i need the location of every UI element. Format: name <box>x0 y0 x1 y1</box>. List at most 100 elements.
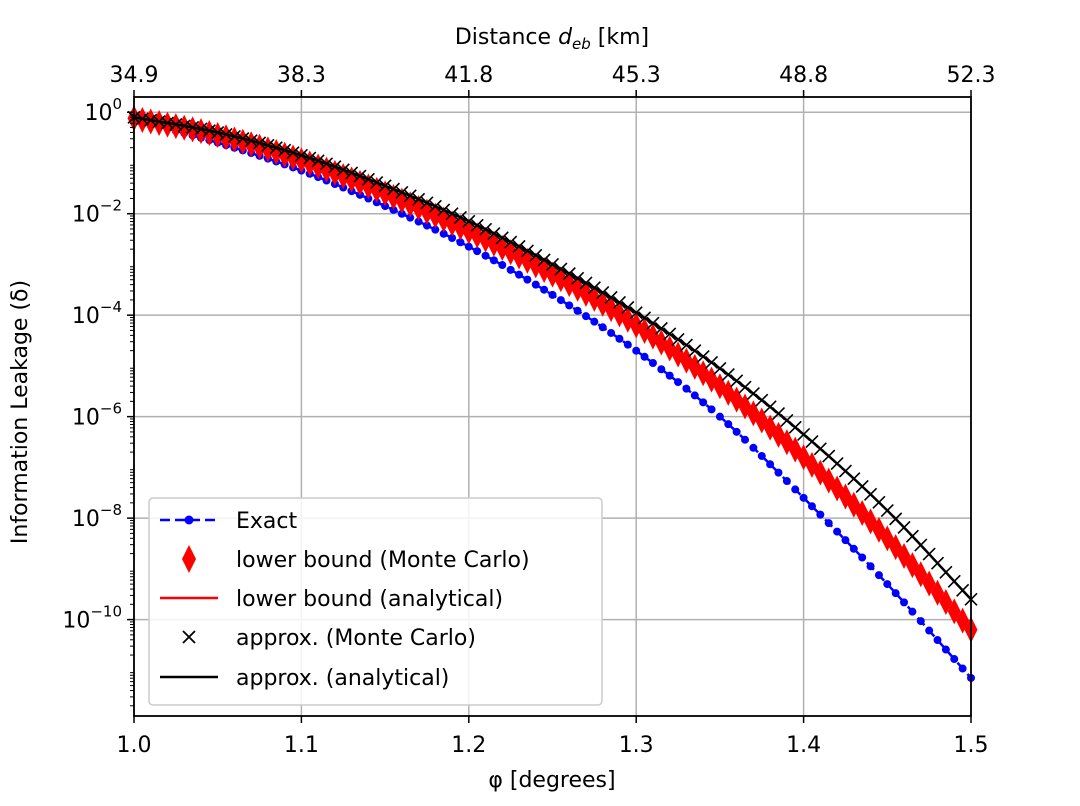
data-point <box>406 213 415 222</box>
data-point <box>741 435 750 444</box>
data-point <box>548 290 557 299</box>
data-point <box>782 477 791 486</box>
data-point <box>682 384 691 393</box>
x-axis-label: φ [degrees] <box>488 768 615 793</box>
legend-exact-label: Exact <box>236 509 297 534</box>
x2-tick-label: 45.3 <box>612 63 661 88</box>
legend-lower-bound-mc-marker <box>182 545 196 573</box>
x-tick-label: 1.2 <box>451 733 486 758</box>
data-point <box>448 233 457 242</box>
data-point <box>498 261 507 270</box>
data-point <box>540 285 549 294</box>
legend: Exact lower bound (Monte Carlo) lower bo… <box>148 497 603 706</box>
data-point <box>816 510 825 519</box>
x-tick-label: 1.0 <box>117 733 152 758</box>
plot-frame <box>133 96 972 717</box>
data-point <box>657 365 666 374</box>
data-point <box>674 378 683 387</box>
data-point <box>690 391 699 400</box>
x-tick-label: 1.5 <box>954 733 989 758</box>
data-point <box>565 301 574 310</box>
data-point <box>481 251 490 260</box>
data-point <box>858 553 867 562</box>
data-point <box>749 443 758 452</box>
legend-item-approx-mc: approx. (Monte Carlo) <box>182 626 476 651</box>
data-point <box>841 536 850 545</box>
data-point <box>866 562 875 571</box>
data-point <box>456 238 465 247</box>
series-line <box>133 116 972 601</box>
x2-tick-label: 52.3 <box>947 63 996 88</box>
y-tick-label: 10−4 <box>72 298 122 329</box>
data-point <box>648 358 657 367</box>
legend-item-lower-bound-mc: lower bound (Monte Carlo) <box>182 545 530 573</box>
data-point <box>799 493 808 502</box>
data-point <box>941 645 950 654</box>
data-point <box>489 256 498 265</box>
data-point <box>431 225 440 234</box>
y-tick-label: 100 <box>84 95 122 126</box>
legend-approx-mc-marker <box>182 630 196 644</box>
data-point <box>699 398 708 407</box>
legend-approx-analytical-label: approx. (analytical) <box>236 666 449 691</box>
series-layer <box>127 105 978 682</box>
data-point <box>833 527 842 536</box>
data-point <box>757 451 766 460</box>
data-point <box>573 306 582 315</box>
data-point <box>523 275 532 284</box>
data-point <box>515 270 524 279</box>
x-tick-label: 1.4 <box>786 733 821 758</box>
data-point <box>531 280 540 289</box>
legend-item-approx-analytical: approx. (analytical) <box>160 666 449 691</box>
y-axis-label: Information Leakage (δ) <box>8 280 33 544</box>
data-point <box>925 626 934 635</box>
data-point <box>950 655 959 664</box>
data-point <box>724 420 733 429</box>
data-point <box>916 617 925 626</box>
legend-item-lower-bound-analytical: lower bound (analytical) <box>160 587 503 612</box>
x-tick-label: 1.3 <box>619 733 654 758</box>
data-point <box>439 229 448 238</box>
data-point <box>422 221 431 230</box>
data-point <box>506 265 515 274</box>
legend-exact-marker <box>184 515 194 525</box>
axes-layer: 1.0 1.1 1.2 1.3 1.4 1.5 34.9 38.3 41.8 45.3 48.8 52… <box>62 63 995 758</box>
data-point <box>874 571 883 580</box>
legend-lower-bound-mc-label: lower bound (Monte Carlo) <box>236 548 530 573</box>
data-point <box>807 502 816 511</box>
data-point <box>791 485 800 494</box>
data-point <box>774 468 783 477</box>
data-point <box>933 636 942 645</box>
data-point <box>464 242 473 251</box>
x2-tick-label: 34.9 <box>110 63 159 88</box>
data-point <box>665 371 674 380</box>
data-point <box>707 405 716 414</box>
data-point <box>598 323 607 332</box>
data-point <box>766 460 775 469</box>
data-point <box>908 607 917 616</box>
data-point <box>891 589 900 598</box>
data-point <box>900 598 909 607</box>
legend-frame <box>148 497 603 706</box>
x2-tick-label: 48.8 <box>779 63 828 88</box>
data-point <box>958 664 967 673</box>
data-point <box>607 328 616 337</box>
data-point <box>414 217 423 226</box>
data-point <box>715 412 724 421</box>
data-point <box>590 317 599 326</box>
legend-lower-bound-analytical-label: lower bound (analytical) <box>236 587 503 612</box>
top-axis-label: Distance deb [km] <box>455 25 649 53</box>
data-point <box>623 340 632 349</box>
series-4 <box>133 116 972 601</box>
data-point <box>556 296 565 305</box>
legend-approx-mc-label: approx. (Monte Carlo) <box>236 626 476 651</box>
data-point <box>615 334 624 343</box>
y-tick-label: 10−10 <box>62 603 122 634</box>
x-tick-label: 1.1 <box>284 733 319 758</box>
data-point <box>824 519 833 528</box>
x2-tick-label: 38.3 <box>277 63 326 88</box>
y-tick-label: 10−6 <box>72 400 122 431</box>
x2-tick-label: 41.8 <box>444 63 493 88</box>
data-point <box>581 312 590 321</box>
